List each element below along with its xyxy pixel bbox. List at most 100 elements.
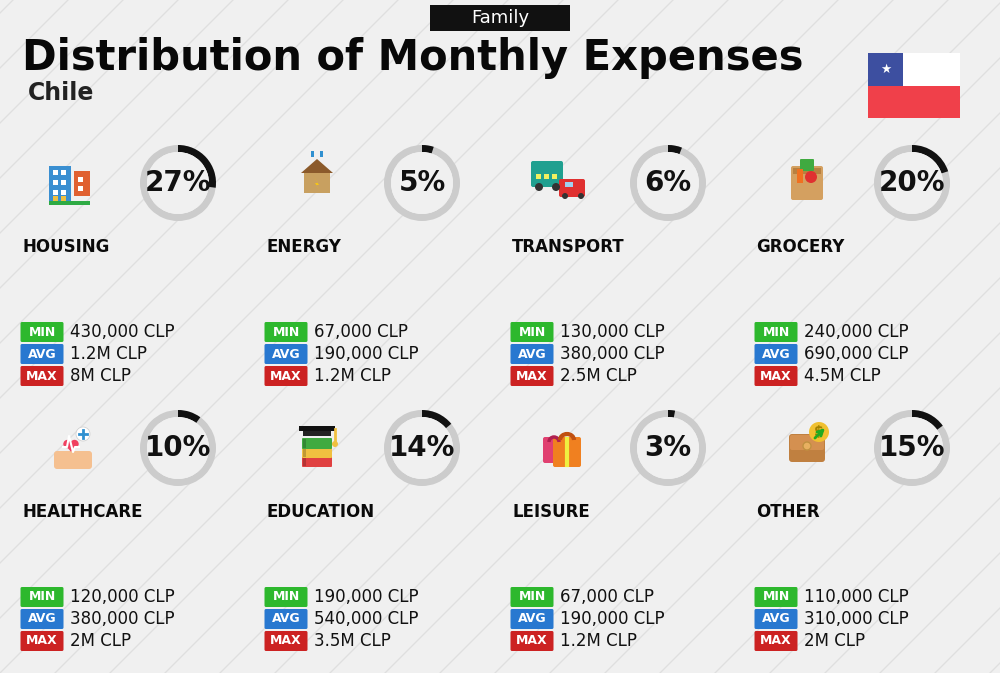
- Bar: [61, 170, 66, 174]
- Bar: [565, 182, 573, 187]
- Bar: [61, 196, 66, 201]
- Circle shape: [147, 417, 209, 479]
- FancyBboxPatch shape: [755, 631, 798, 651]
- Text: 110,000 CLP: 110,000 CLP: [804, 588, 909, 606]
- Bar: [903, 53, 960, 85]
- Bar: [53, 180, 58, 184]
- FancyBboxPatch shape: [430, 5, 570, 31]
- FancyBboxPatch shape: [789, 434, 825, 462]
- Text: 380,000 CLP: 380,000 CLP: [70, 610, 175, 628]
- FancyBboxPatch shape: [755, 344, 798, 364]
- Text: 190,000 CLP: 190,000 CLP: [560, 610, 665, 628]
- FancyBboxPatch shape: [531, 161, 563, 187]
- Text: Distribution of Monthly Expenses: Distribution of Monthly Expenses: [22, 37, 804, 79]
- Text: LEISURE: LEISURE: [512, 503, 590, 521]
- Text: 1.2M CLP: 1.2M CLP: [560, 632, 637, 650]
- Bar: [868, 85, 960, 118]
- Text: 67,000 CLP: 67,000 CLP: [560, 588, 654, 606]
- FancyBboxPatch shape: [54, 451, 92, 469]
- Circle shape: [332, 441, 338, 447]
- FancyBboxPatch shape: [20, 322, 64, 342]
- Circle shape: [881, 152, 943, 214]
- Text: MAX: MAX: [760, 635, 792, 647]
- Circle shape: [391, 152, 453, 214]
- Wedge shape: [874, 145, 950, 221]
- Text: MAX: MAX: [270, 635, 302, 647]
- Text: AVG: AVG: [518, 347, 546, 361]
- Text: 1.2M CLP: 1.2M CLP: [70, 345, 147, 363]
- Text: 380,000 CLP: 380,000 CLP: [560, 345, 665, 363]
- Bar: [536, 174, 541, 179]
- Circle shape: [637, 152, 699, 214]
- Wedge shape: [668, 145, 682, 154]
- Bar: [53, 190, 58, 194]
- FancyBboxPatch shape: [755, 322, 798, 342]
- FancyBboxPatch shape: [302, 456, 332, 467]
- Text: $: $: [814, 425, 824, 439]
- Circle shape: [552, 183, 560, 191]
- Text: MIN: MIN: [762, 326, 790, 339]
- FancyBboxPatch shape: [264, 587, 308, 607]
- Text: 130,000 CLP: 130,000 CLP: [560, 323, 665, 341]
- Wedge shape: [422, 145, 434, 153]
- Text: EDUCATION: EDUCATION: [266, 503, 374, 521]
- FancyBboxPatch shape: [20, 609, 64, 629]
- Text: 15%: 15%: [879, 434, 945, 462]
- FancyBboxPatch shape: [755, 587, 798, 607]
- FancyBboxPatch shape: [511, 344, 554, 364]
- Text: MIN: MIN: [28, 326, 56, 339]
- Text: MAX: MAX: [26, 635, 58, 647]
- Circle shape: [809, 422, 829, 442]
- Text: 4.5M CLP: 4.5M CLP: [804, 367, 881, 385]
- Text: MIN: MIN: [518, 590, 546, 604]
- Circle shape: [881, 417, 943, 479]
- Circle shape: [535, 183, 543, 191]
- FancyBboxPatch shape: [299, 426, 335, 431]
- FancyBboxPatch shape: [20, 587, 64, 607]
- Text: 2.5M CLP: 2.5M CLP: [560, 367, 637, 385]
- Wedge shape: [912, 145, 948, 174]
- FancyBboxPatch shape: [755, 609, 798, 629]
- Bar: [49, 201, 90, 205]
- Text: 3.5M CLP: 3.5M CLP: [314, 632, 391, 650]
- Wedge shape: [630, 410, 706, 486]
- Text: 120,000 CLP: 120,000 CLP: [70, 588, 175, 606]
- Text: 3%: 3%: [644, 434, 692, 462]
- FancyBboxPatch shape: [264, 322, 308, 342]
- Bar: [61, 190, 66, 194]
- Bar: [74, 170, 90, 195]
- Text: MAX: MAX: [26, 369, 58, 382]
- Circle shape: [803, 442, 811, 450]
- Bar: [78, 176, 83, 182]
- Wedge shape: [912, 410, 943, 430]
- Wedge shape: [178, 145, 216, 188]
- Bar: [311, 151, 314, 157]
- Wedge shape: [140, 145, 216, 221]
- FancyBboxPatch shape: [511, 322, 554, 342]
- Polygon shape: [64, 444, 78, 452]
- Bar: [793, 168, 821, 174]
- Wedge shape: [140, 410, 216, 486]
- Circle shape: [147, 152, 209, 214]
- FancyBboxPatch shape: [20, 344, 64, 364]
- Text: AVG: AVG: [28, 612, 56, 625]
- Text: MAX: MAX: [270, 369, 302, 382]
- Text: OTHER: OTHER: [756, 503, 820, 521]
- FancyBboxPatch shape: [302, 438, 332, 449]
- FancyBboxPatch shape: [511, 587, 554, 607]
- Text: 310,000 CLP: 310,000 CLP: [804, 610, 909, 628]
- FancyBboxPatch shape: [543, 437, 565, 463]
- Circle shape: [805, 171, 817, 183]
- FancyBboxPatch shape: [791, 166, 823, 200]
- Text: ENERGY: ENERGY: [266, 238, 341, 256]
- Wedge shape: [384, 410, 460, 486]
- Text: AVG: AVG: [28, 347, 56, 361]
- Text: MIN: MIN: [272, 590, 300, 604]
- FancyBboxPatch shape: [755, 366, 798, 386]
- FancyBboxPatch shape: [511, 631, 554, 651]
- Bar: [544, 174, 549, 179]
- FancyBboxPatch shape: [559, 179, 585, 197]
- Wedge shape: [178, 410, 200, 423]
- Bar: [303, 448, 306, 457]
- Bar: [304, 173, 330, 193]
